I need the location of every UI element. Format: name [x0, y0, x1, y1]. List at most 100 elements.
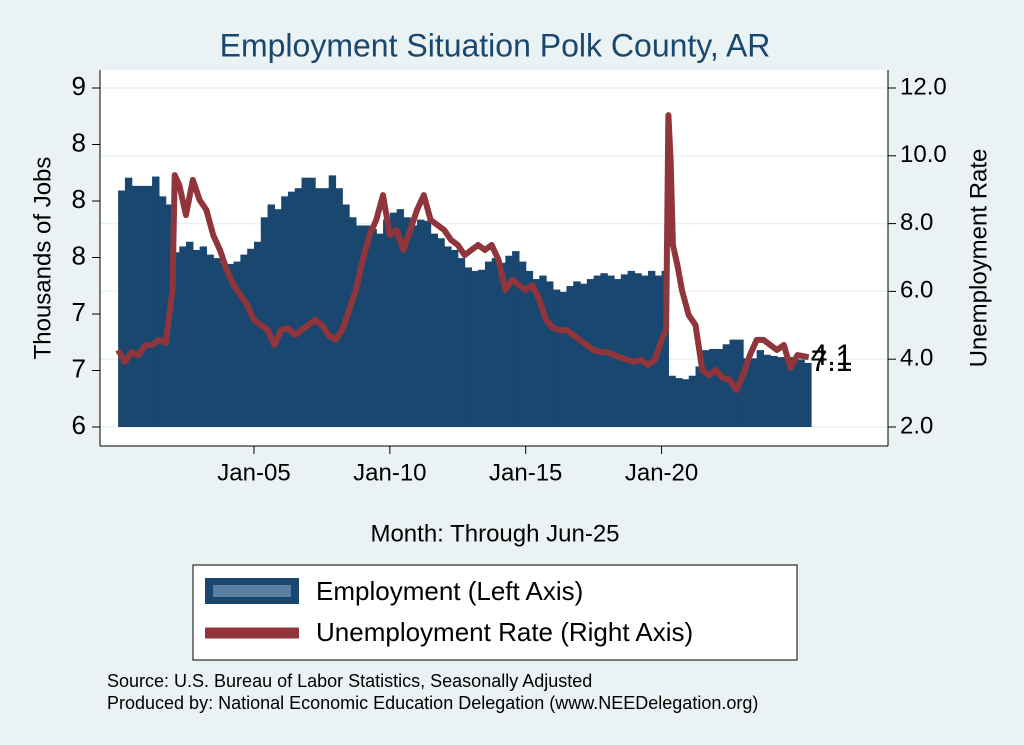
- bar: [702, 350, 710, 427]
- bar: [206, 254, 214, 427]
- bar: [777, 357, 785, 427]
- bar: [294, 188, 303, 427]
- bar: [634, 273, 642, 427]
- bar: [681, 379, 690, 427]
- bar: [192, 249, 201, 427]
- bar: [226, 263, 235, 427]
- bar: [797, 359, 805, 427]
- credit-note: Produced by: National Economic Education…: [107, 693, 758, 713]
- bar: [450, 249, 459, 427]
- bar: [675, 378, 683, 427]
- y-tick-label: 8: [72, 127, 86, 157]
- bar: [614, 279, 622, 427]
- bar: [430, 233, 438, 427]
- bar: [233, 261, 241, 427]
- bar: [138, 185, 146, 427]
- y2-tick-label: 4.0: [900, 345, 933, 372]
- bar: [410, 225, 418, 427]
- bar: [539, 275, 547, 427]
- bar: [546, 281, 554, 427]
- bar: [484, 261, 493, 427]
- bar: [423, 220, 432, 427]
- bar: [213, 258, 221, 427]
- bar: [260, 217, 269, 427]
- x-axis-title: Month: Through Jun-25: [370, 520, 619, 547]
- bar: [808, 362, 812, 427]
- y-tick-label: 9: [72, 71, 86, 101]
- bar: [335, 188, 343, 427]
- bar: [247, 248, 255, 427]
- bar: [627, 270, 635, 427]
- y2-axis-title: Unemployment Rate: [965, 149, 992, 368]
- bar: [770, 355, 778, 427]
- bar: [186, 241, 194, 427]
- y-tick-label: 7: [72, 297, 86, 327]
- bar: [328, 175, 337, 427]
- bar: [376, 233, 384, 427]
- marks: [115, 112, 812, 427]
- bar: [355, 225, 364, 427]
- bar: [552, 289, 561, 427]
- bar: [240, 254, 248, 427]
- bar: [722, 344, 731, 427]
- bar: [573, 281, 581, 427]
- bar: [518, 261, 527, 427]
- bar: [464, 267, 472, 427]
- bar: [396, 209, 405, 427]
- end-value-label: 7.1: [811, 345, 853, 378]
- bar: [199, 246, 208, 427]
- bar: [566, 286, 574, 427]
- bar: [532, 279, 540, 427]
- bar: [131, 185, 140, 427]
- y2-tick-label: 10.0: [900, 141, 947, 168]
- bar: [715, 348, 724, 427]
- y2-tick-label: 12.0: [900, 73, 947, 100]
- legend-label: Employment (Left Axis): [316, 576, 583, 606]
- bar: [804, 362, 810, 427]
- bar: [253, 241, 262, 427]
- bar: [580, 283, 588, 427]
- bar: [457, 258, 466, 427]
- bar: [668, 375, 676, 427]
- bar: [559, 291, 568, 427]
- bar: [444, 246, 452, 427]
- bar: [471, 270, 479, 427]
- y-tick-label: 7: [72, 353, 86, 383]
- bar: [491, 258, 500, 427]
- bar: [383, 219, 391, 427]
- y2-tick-label: 6.0: [900, 277, 933, 304]
- x-tick-label: Jan-10: [353, 459, 426, 486]
- bar: [743, 358, 751, 427]
- legend-swatch-inner: [213, 585, 291, 597]
- y-tick-label: 8: [72, 184, 86, 214]
- bar: [417, 219, 425, 427]
- bar: [709, 348, 717, 427]
- bar: [362, 225, 371, 427]
- y-tick-label: 6: [72, 410, 86, 440]
- line: [115, 112, 810, 393]
- bar: [641, 275, 649, 427]
- bar: [274, 209, 282, 427]
- bar: [267, 204, 275, 427]
- bar: [287, 191, 296, 427]
- source-note: Source: U.S. Bureau of Labor Statistics,…: [107, 671, 592, 691]
- bar: [512, 251, 520, 427]
- bar: [790, 357, 799, 427]
- y-tick-label: 8: [72, 240, 86, 270]
- bar: [145, 185, 153, 427]
- bar: [369, 228, 377, 427]
- x-tick-label: Jan-15: [489, 459, 562, 486]
- bar: [498, 262, 506, 427]
- x-tick-label: Jan-20: [625, 459, 698, 486]
- bar: [695, 366, 703, 427]
- bar: [756, 350, 765, 427]
- y-axis-title: Thousands of Jobs: [29, 157, 56, 360]
- bar: [220, 262, 228, 427]
- y2-tick-label: 8.0: [900, 209, 933, 236]
- bar: [478, 269, 486, 427]
- bar: [403, 217, 411, 427]
- y2-tick-label: 2.0: [900, 412, 933, 439]
- bar: [321, 188, 330, 427]
